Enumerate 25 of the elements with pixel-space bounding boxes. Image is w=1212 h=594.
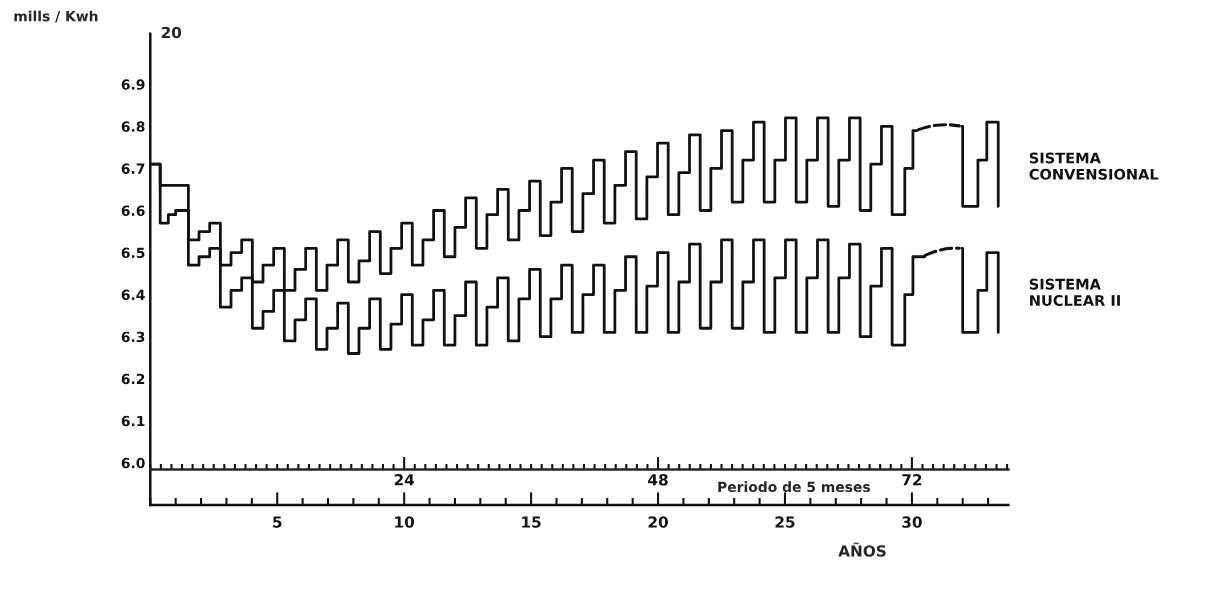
annotation: 20 bbox=[161, 26, 182, 39]
y-axis-title: mills / Kwh bbox=[14, 10, 98, 23]
y-tick-label: 6.7 bbox=[121, 163, 145, 174]
x2-tick-label: 72 bbox=[902, 474, 922, 486]
x-tick-label: 10 bbox=[395, 516, 415, 528]
x2-tick-label: 24 bbox=[394, 474, 415, 486]
x-tick-label: 20 bbox=[648, 516, 668, 528]
x-tick-label: 25 bbox=[775, 516, 795, 528]
x-tick-label: 30 bbox=[902, 516, 922, 528]
y-tick-label: 6.6 bbox=[121, 205, 145, 216]
y-tick-label: 6.8 bbox=[121, 121, 145, 132]
x2-tick-label: 48 bbox=[648, 474, 668, 486]
x-tick-label: 15 bbox=[522, 516, 541, 528]
y-tick-label: 6.3 bbox=[121, 331, 145, 343]
y-tick-label: 6.1 bbox=[121, 415, 145, 427]
y-tick-label: 6.5 bbox=[121, 247, 145, 259]
y-tick-label: 6.2 bbox=[121, 373, 145, 385]
text: SISTEMA CONVENSIONAL bbox=[1029, 152, 1159, 180]
text: SISTEMA NUCLEAR II bbox=[1029, 278, 1120, 306]
y-tick-label: 6.9 bbox=[121, 79, 145, 90]
y-tick-label: 6.4 bbox=[121, 289, 145, 301]
y-tick-label: 6.0 bbox=[121, 457, 145, 469]
x2-axis-title: Periodo de 5 meses bbox=[718, 481, 871, 493]
x-tick-label: 5 bbox=[273, 516, 282, 528]
x-axis-title: AÑOS bbox=[838, 542, 886, 557]
